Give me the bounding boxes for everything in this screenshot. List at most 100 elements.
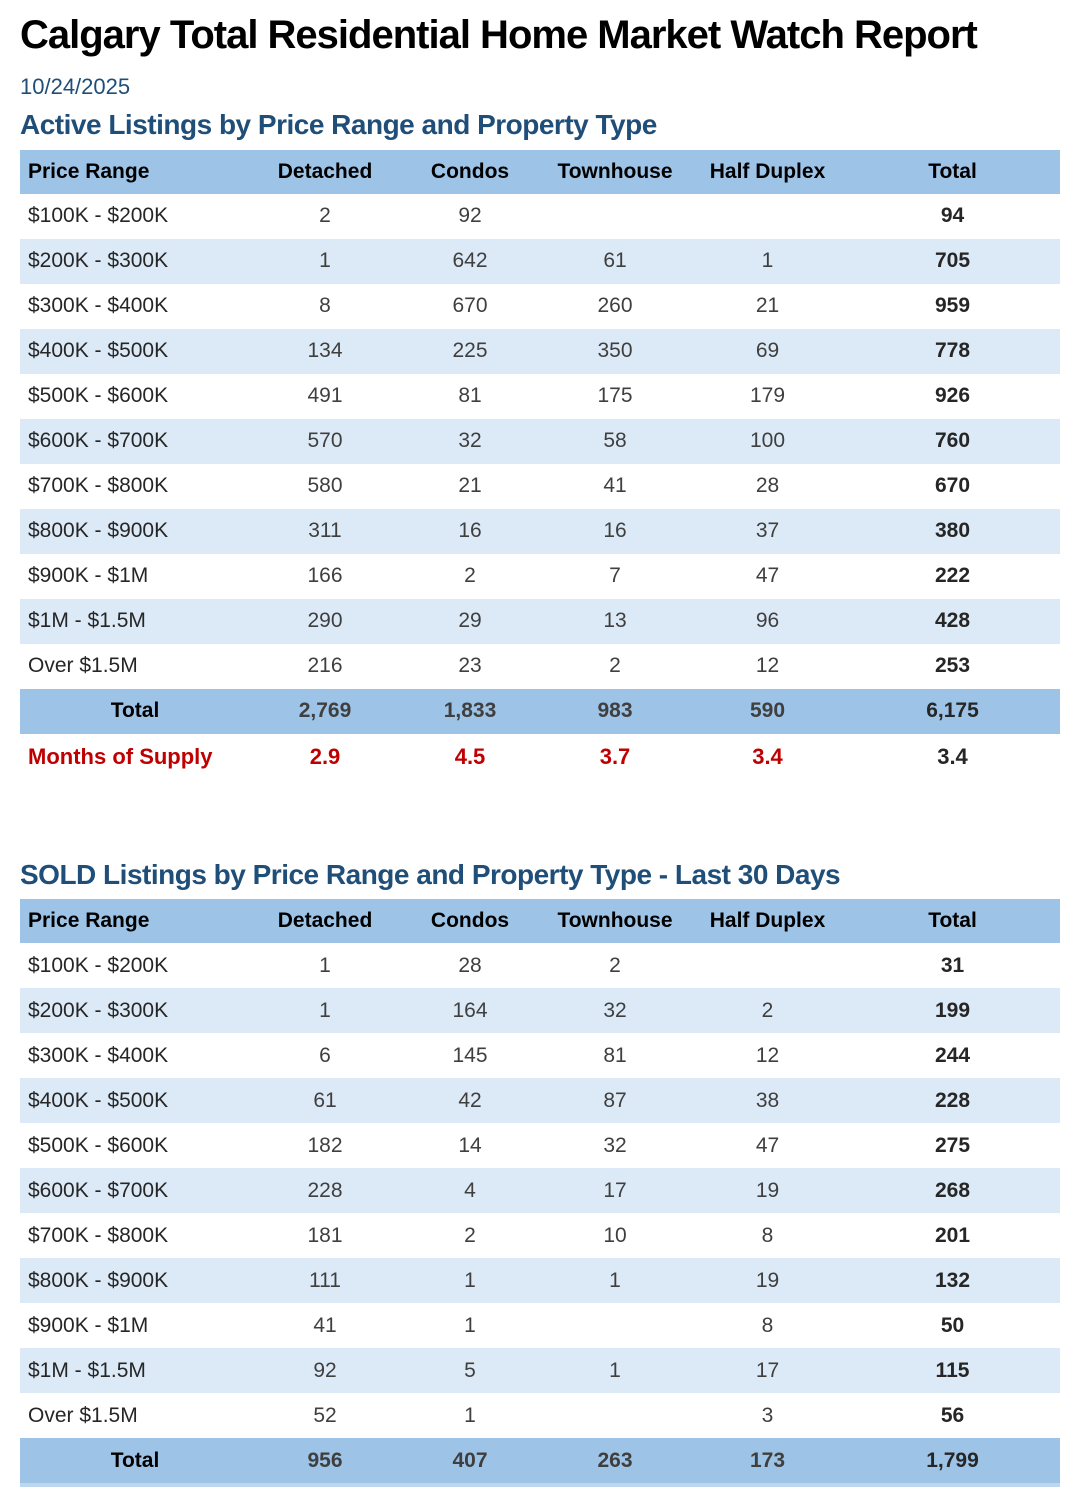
value-cell: 41 [603, 474, 627, 498]
row-total-cell: 778 [845, 328, 1060, 374]
report-title: Calgary Total Residential Home Market Wa… [20, 13, 978, 57]
value-cell: 580 [307, 474, 343, 498]
column-header: Detached [250, 149, 400, 194]
price-range-cell: Total [20, 1438, 250, 1484]
value-cell: 182 [307, 1133, 343, 1157]
value-cell: 81 [458, 384, 482, 408]
value-cell [690, 943, 845, 988]
value-cell: 13 [540, 598, 690, 644]
value-cell: 590 [690, 688, 845, 734]
price-range-cell: Over $1.5M [28, 654, 138, 678]
value-cell: 1 [400, 1258, 540, 1304]
row-total-cell: 56 [940, 1403, 965, 1427]
value-cell: 1 [319, 953, 331, 977]
value-cell: 8 [319, 294, 331, 318]
table-row: $400K - $500K 134 225 350 69 778 [20, 328, 1060, 374]
row-total-cell: 253 [934, 654, 971, 678]
value-cell: 52 [313, 1403, 337, 1427]
value-cell: 28 [755, 474, 780, 498]
table-row: Over $1.5M 52 1 3 56 [20, 1393, 1060, 1438]
table-row: $1M - $1.5M 92 5 1 17 115 [20, 1348, 1060, 1394]
table-row: $300K - $400K 8 670 260 21 959 [20, 284, 1060, 329]
price-range-cell: $300K - $400K [28, 1043, 169, 1067]
value-cell: 1 [464, 1403, 476, 1427]
value-cell: 311 [250, 508, 400, 554]
value-cell: 260 [597, 294, 633, 318]
value-cell: 8 [761, 1313, 774, 1337]
value-cell: 38 [690, 1078, 845, 1124]
row-total-cell: 705 [845, 238, 1060, 284]
value-cell: 181 [307, 1223, 343, 1247]
price-range-cell: $700K - $800K [28, 474, 169, 498]
value-cell: 61 [540, 238, 690, 284]
value-cell: 179 [749, 384, 786, 408]
value-cell: 111 [250, 1258, 400, 1304]
report-date: 10/24/2025 [20, 74, 131, 99]
value-cell: 4 [400, 1168, 540, 1214]
row-total-cell: 31 [940, 953, 965, 977]
price-range-cell: $100K - $200K [28, 953, 169, 977]
value-cell: 21 [458, 474, 482, 498]
value-cell: 491 [307, 384, 343, 408]
column-header: Condos [400, 149, 540, 194]
column-header: Half Duplex [690, 899, 845, 944]
header-row: Price Range Detached Condos Townhouse Half D… [20, 899, 1060, 944]
value-cell: 228 [250, 1168, 400, 1214]
value-cell: 47 [755, 1133, 780, 1157]
value-cell: 8 [761, 1223, 774, 1247]
value-cell: 173 [690, 1438, 845, 1484]
row-total-cell: 132 [845, 1258, 1060, 1304]
price-range-cell: $300K - $400K [28, 294, 169, 318]
value-cell: 17 [690, 1348, 845, 1394]
value-cell: 17 [540, 1168, 690, 1214]
value-cell: 225 [400, 328, 540, 374]
total-row: Total 956 407 263 173 1,799 [20, 1438, 1060, 1484]
value-cell: 6 [319, 1043, 331, 1067]
row-total-cell: 1,799 [845, 1438, 1060, 1484]
table-row: $500K - $600K 491 81 175 179 926 [20, 374, 1060, 419]
price-range-cell: $500K - $600K [28, 384, 169, 408]
value-cell: 21 [755, 294, 780, 318]
row-total-cell: 50 [940, 1313, 965, 1337]
table-row: $900K - $1M 41 1 8 50 [20, 1303, 1060, 1348]
price-range-cell: $200K - $300K [20, 988, 250, 1034]
value-cell: 3.4 [690, 733, 845, 780]
value-cell [540, 1393, 690, 1438]
row-total-cell: 199 [845, 988, 1060, 1034]
price-range-cell: $100K - $200K [28, 204, 169, 228]
value-cell: 956 [250, 1438, 400, 1484]
price-range-cell: $700K - $800K [28, 1223, 169, 1247]
value-cell: 2 [319, 204, 331, 228]
value-cell: 2 [609, 953, 621, 977]
value-cell: 2 [690, 988, 845, 1034]
value-cell: 570 [250, 418, 400, 464]
value-cell: 92 [458, 204, 482, 228]
value-cell: 216 [307, 654, 343, 678]
value-cell: 81 [603, 1043, 627, 1067]
price-range-cell: $600K - $700K [20, 1168, 250, 1214]
value-cell: 2 [609, 654, 621, 678]
value-cell: 5 [400, 1348, 540, 1394]
value-cell: 87 [540, 1078, 690, 1124]
column-header: Total [845, 149, 1060, 194]
value-cell: 642 [400, 238, 540, 284]
row-total-cell: 926 [934, 384, 971, 408]
value-cell: 166 [307, 564, 343, 588]
value-cell: 96 [690, 598, 845, 644]
value-cell: 3 [761, 1403, 774, 1427]
value-cell: 2 [464, 1223, 476, 1247]
value-cell: 134 [250, 328, 400, 374]
table-row: $200K - $300K 1 164 32 2 199 [20, 988, 1060, 1034]
table-row: $1M - $1.5M 290 29 13 96 428 [20, 598, 1060, 644]
value-cell: 1 [540, 1348, 690, 1394]
value-cell: 145 [452, 1043, 488, 1067]
table-row: $900K - $1M 166 2 7 47 222 [20, 554, 1060, 599]
row-total-cell: 670 [934, 474, 971, 498]
table-row: $600K - $700K 570 32 58 100 760 [20, 418, 1060, 464]
value-cell: 263 [540, 1438, 690, 1484]
price-range-cell: $800K - $900K [20, 508, 250, 554]
total-row: Total 2,769 1,833 983 590 6,175 [20, 688, 1060, 734]
column-header: Detached [250, 899, 400, 944]
row-total-cell: 3.4 [845, 733, 1060, 780]
